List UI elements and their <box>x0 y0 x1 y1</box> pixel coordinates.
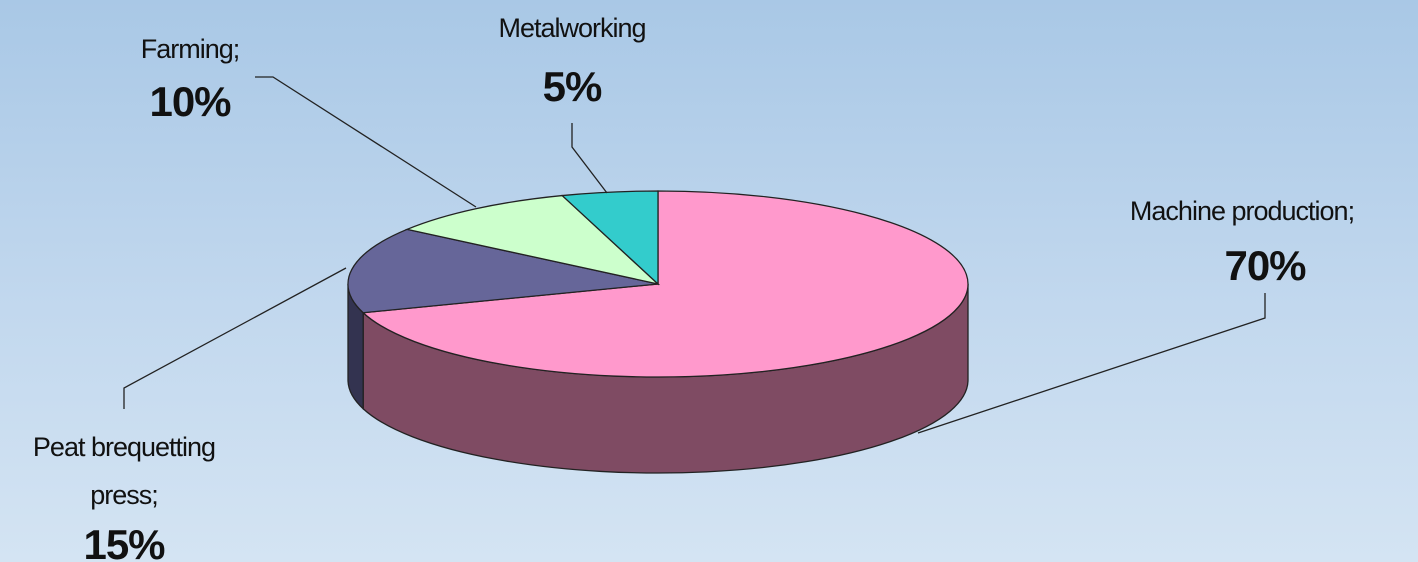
label-peat-press-line2: press; <box>90 480 158 510</box>
slice-farming <box>405 194 661 286</box>
leader-line-farming <box>255 76 477 208</box>
slice-peat-brequetting-press <box>347 228 659 314</box>
value-machine-production: 70% <box>1224 242 1306 289</box>
leader-line-machine-production <box>917 293 1266 434</box>
slice-metalworking <box>560 190 659 286</box>
slice-machine-production <box>361 190 969 378</box>
label-peat-press-line1: Peat brequetting <box>33 432 215 462</box>
label-machine-production: Machine production; <box>1130 196 1354 226</box>
label-metalworking: Metalworking <box>498 13 645 43</box>
pie-top-slices <box>347 190 969 378</box>
leader-line-metalworking <box>571 123 608 194</box>
value-metalworking: 5% <box>543 63 602 110</box>
value-farming: 10% <box>149 78 231 125</box>
value-peat-press: 15% <box>83 521 165 562</box>
leader-line-peat-press <box>123 267 347 409</box>
label-farming: Farming; <box>141 34 240 64</box>
